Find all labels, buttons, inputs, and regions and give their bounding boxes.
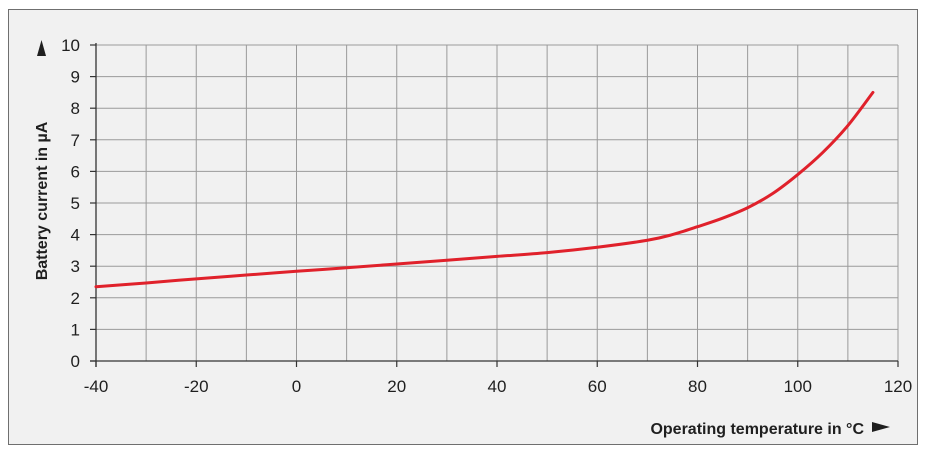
x-tick-label: 120 [884,377,912,396]
x-tick-label: 0 [292,377,301,396]
x-tick-label: 40 [488,377,507,396]
y-tick-label: 10 [61,36,80,55]
y-tick-label: 6 [71,162,80,181]
x-tick-label: -40 [84,377,109,396]
y-tick-label: 8 [71,99,80,118]
y-axis-arrow-icon [37,40,46,56]
x-tick-label: 20 [387,377,406,396]
x-axis-title: Operating temperature in °C [650,421,864,438]
series-line [94,90,875,289]
grid [96,44,899,361]
y-tick-label: 1 [71,320,80,339]
tick-labels: 0 1 2 3 4 5 6 7 8 9 10 -40 -20 0 20 40 60 80 100 120 [61,36,912,396]
y-tick-label: 4 [71,226,80,245]
y-tick-label: 5 [71,194,80,213]
x-tick-label: 80 [688,377,707,396]
x-tick-label: 100 [784,377,812,396]
y-tick-label: 3 [71,257,80,276]
axes [90,43,899,367]
x-tick-label: 60 [588,377,607,396]
y-tick-label: 7 [71,131,80,150]
y-tick-label: 9 [71,68,80,87]
y-tick-label: 2 [71,289,80,308]
x-axis-arrow-icon [872,422,890,432]
y-axis-title: Battery current in µA [34,121,51,280]
x-tick-label: -20 [184,377,209,396]
series-layer [94,90,875,289]
y-tick-label: 0 [71,352,80,371]
chart-panel [8,9,918,445]
